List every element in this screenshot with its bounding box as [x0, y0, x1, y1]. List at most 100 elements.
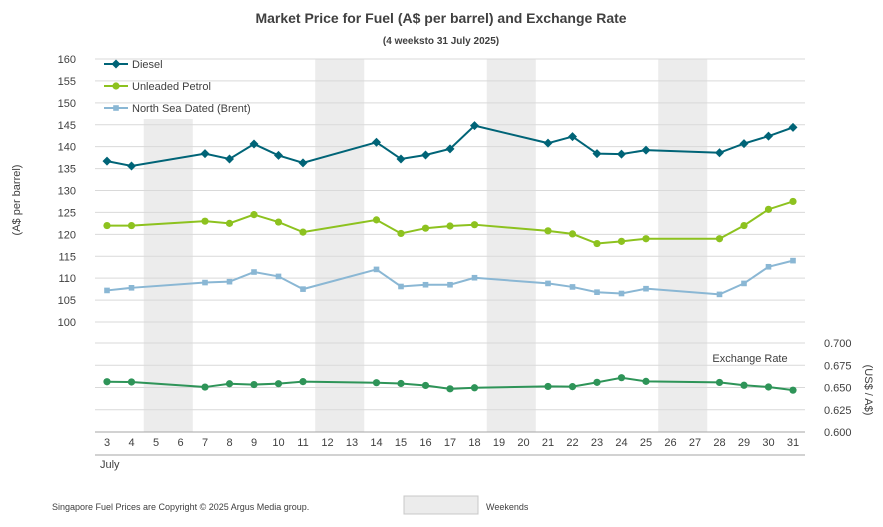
legend-marker-unleaded-petrol [112, 82, 120, 90]
x-tick-label-13: 13 [346, 437, 358, 449]
x-tick-label-17: 17 [444, 437, 456, 449]
point-exchange-rate-9 [250, 380, 258, 389]
y-tick-label-130: 130 [58, 186, 76, 198]
point-unleaded-petrol-28 [715, 235, 724, 243]
point-diesel-8 [225, 154, 234, 164]
point-unleaded-petrol-21 [544, 227, 552, 235]
y-axis-label: (A$ per barrel) [11, 165, 23, 236]
point-diesel-24 [617, 149, 626, 159]
legend-label-diesel: Diesel [132, 59, 163, 71]
point-unleaded-petrol-15 [397, 229, 405, 238]
x-tick-label-8: 8 [226, 437, 232, 449]
point-diesel-9 [249, 139, 259, 149]
point-diesel-18 [470, 121, 479, 131]
series-north-sea-dated-brent [104, 257, 796, 298]
series-diesel [102, 121, 798, 171]
point-unleaded-petrol-16 [421, 224, 430, 232]
x-tick-label-29: 29 [738, 437, 750, 449]
series-exchange-rate [103, 374, 797, 394]
point-exchange-rate-22 [568, 383, 577, 391]
grid-lines [95, 58, 805, 411]
point-exchange-rate-10 [274, 380, 283, 388]
point-diesel-17 [445, 144, 455, 154]
y-tick-label-145: 145 [58, 120, 76, 132]
x-tick-label-26: 26 [664, 437, 676, 449]
legend: Diesel Unleaded Petrol North Sea Dated (Br… [104, 59, 251, 115]
legend-marker-diesel [111, 59, 121, 69]
point-unleaded-petrol-30 [764, 205, 773, 213]
y-tick-label-105: 105 [58, 295, 76, 307]
x-tick-label-23: 23 [591, 437, 603, 449]
point-unleaded-petrol-9 [250, 211, 258, 219]
y-tick-label-110: 110 [58, 273, 76, 285]
point-diesel-16 [421, 150, 430, 160]
point-diesel-23 [592, 149, 602, 159]
y2-tick-label-0.675: 0.675 [824, 360, 852, 372]
point-unleaded-petrol-4 [127, 221, 136, 230]
point-unleaded-petrol-29 [740, 221, 748, 230]
point-north-sea-dated-brent-29 [741, 280, 747, 287]
point-exchange-rate-28 [715, 378, 724, 387]
point-exchange-rate-18 [470, 384, 479, 392]
point-diesel-21 [543, 138, 553, 148]
x-tick-label-27: 27 [689, 437, 701, 449]
x-tick-label-31: 31 [787, 437, 799, 449]
x-tick-label-25: 25 [640, 437, 652, 449]
y-tick-label-120: 120 [58, 229, 76, 241]
point-unleaded-petrol-18 [470, 221, 479, 229]
point-north-sea-dated-brent-21 [545, 280, 551, 287]
x-tick-label-7: 7 [202, 437, 208, 449]
point-exchange-rate-7 [201, 383, 209, 391]
y2-tick-label-0.600: 0.600 [824, 427, 852, 439]
y2-axis-label: (US$ / A$) [862, 365, 874, 416]
x-tick-label-22: 22 [566, 437, 578, 449]
point-north-sea-dated-brent-10 [275, 273, 282, 280]
x-tick-label-19: 19 [493, 437, 505, 449]
point-exchange-rate-31 [789, 386, 797, 394]
chart-subtitle: (4 weeksto 31 July 2025) [383, 36, 499, 47]
point-north-sea-dated-brent-11 [300, 286, 306, 292]
y-tick-label-140: 140 [58, 142, 76, 154]
point-unleaded-petrol-10 [274, 218, 283, 226]
point-diesel-10 [274, 150, 283, 160]
y2-tick-label-0.625: 0.625 [824, 405, 852, 417]
point-north-sea-dated-brent-22 [569, 284, 576, 290]
point-unleaded-petrol-14 [372, 216, 381, 224]
point-unleaded-petrol-23 [593, 239, 601, 248]
weekend-band-1 [143, 119, 193, 432]
point-unleaded-petrol-25 [642, 235, 650, 243]
copyright-footer: Singapore Fuel Prices are Copyright © 20… [52, 502, 309, 512]
y-tick-label-125: 125 [58, 207, 76, 219]
weekend-band-4 [658, 59, 708, 432]
point-north-sea-dated-brent-15 [398, 283, 404, 290]
point-diesel-25 [641, 145, 651, 155]
weekend-band-3 [486, 59, 536, 432]
point-exchange-rate-14 [372, 379, 381, 387]
weekend-legend-swatch [403, 495, 479, 515]
point-north-sea-dated-brent-4 [128, 285, 135, 291]
series-unleaded-petrol [103, 197, 797, 248]
point-north-sea-dated-brent-7 [202, 279, 208, 286]
x-tick-label-6: 6 [177, 437, 183, 449]
y2-tick-label-0.700: 0.700 [824, 338, 852, 350]
x-tick-label-15: 15 [395, 437, 407, 449]
point-north-sea-dated-brent-17 [447, 281, 453, 288]
point-exchange-rate-17 [446, 385, 454, 393]
legend-label-unleaded-petrol: Unleaded Petrol [132, 81, 211, 93]
x-tick-label-30: 30 [762, 437, 774, 449]
point-diesel-15 [396, 154, 406, 164]
point-diesel-7 [200, 149, 210, 159]
axes: 1001051101151201251301351401451501551600… [58, 54, 852, 456]
point-exchange-rate-3 [103, 378, 111, 386]
point-exchange-rate-24 [617, 374, 626, 382]
x-tick-label-3: 3 [104, 437, 110, 449]
point-exchange-rate-11 [299, 378, 307, 386]
exchange-rate-label: Exchange Rate [712, 353, 787, 365]
x-tick-label-20: 20 [517, 437, 529, 449]
x-tick-label-16: 16 [419, 437, 431, 449]
y-tick-label-160: 160 [58, 54, 76, 66]
point-north-sea-dated-brent-8 [226, 278, 233, 285]
month-label: July [100, 459, 120, 471]
legend-label-north-sea-dated-brent: North Sea Dated (Brent) [132, 103, 251, 115]
